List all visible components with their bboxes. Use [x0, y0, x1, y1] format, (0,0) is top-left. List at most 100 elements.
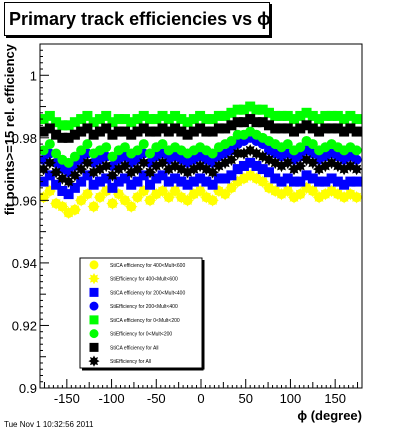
data-point [220, 173, 231, 184]
legend-marker [89, 287, 99, 297]
data-point [94, 114, 105, 125]
data-point [314, 114, 325, 125]
y-tick-label: 0.9 [19, 381, 37, 396]
data-point [69, 129, 80, 140]
legend-label: StiCA efficiency for All [110, 345, 159, 351]
data-point [132, 176, 143, 187]
data-point [163, 114, 174, 125]
data-point [57, 120, 68, 131]
legend-marker [89, 315, 99, 325]
data-point [44, 123, 55, 134]
data-point [213, 123, 224, 134]
data-point [314, 176, 325, 187]
legend-marker [88, 273, 100, 285]
data-point [138, 170, 149, 181]
data-point [57, 185, 68, 196]
data-point [51, 117, 62, 128]
data-point [351, 176, 362, 187]
data-point [251, 117, 262, 128]
data-point [350, 162, 362, 176]
data-point [101, 142, 112, 153]
data-point [145, 148, 156, 159]
legend-marker [89, 329, 99, 339]
data-point [213, 110, 224, 121]
data-point [51, 129, 62, 140]
chart-marks [40, 101, 362, 220]
data-point [332, 110, 343, 121]
data-point [126, 129, 137, 140]
data-point [101, 110, 112, 121]
data-point [270, 123, 281, 134]
data-point [107, 182, 118, 193]
data-point [82, 123, 93, 134]
data-point [195, 110, 206, 121]
data-point [63, 120, 74, 131]
data-point [87, 200, 100, 213]
data-point [307, 173, 318, 184]
data-point [213, 173, 224, 184]
data-point [182, 117, 193, 128]
data-point [69, 182, 80, 193]
data-point [125, 200, 138, 213]
data-point [332, 176, 343, 187]
y-tick-label: 0.98 [12, 131, 37, 146]
data-point [301, 120, 312, 131]
data-point [170, 173, 181, 184]
data-point [307, 139, 318, 150]
data-point [351, 126, 362, 137]
data-point [206, 194, 219, 207]
data-point [326, 173, 337, 184]
data-point [44, 110, 55, 121]
data-point [226, 170, 237, 181]
x-tick-label: 150 [324, 391, 346, 406]
data-point [207, 148, 218, 159]
data-point [320, 123, 331, 134]
legend-label: StiCA efficiency for 400<Mult<600 [110, 263, 185, 269]
data-point [276, 123, 287, 134]
data-point [176, 126, 187, 137]
data-point [307, 110, 318, 121]
data-point [107, 151, 118, 162]
data-point [245, 101, 256, 112]
data-point [106, 197, 119, 210]
x-tick-label: -100 [99, 391, 125, 406]
data-point [207, 179, 218, 190]
data-point [107, 117, 118, 128]
data-point [339, 179, 350, 190]
data-point [51, 148, 62, 159]
data-point [188, 126, 199, 137]
y-tick-label: 1 [30, 68, 37, 83]
data-point [145, 179, 156, 190]
legend-marker [89, 301, 99, 311]
data-point [94, 126, 105, 137]
data-point [99, 159, 113, 173]
data-point [113, 114, 124, 125]
data-point [145, 114, 156, 125]
data-point [151, 114, 162, 125]
data-point [82, 139, 93, 150]
data-point [51, 179, 62, 190]
x-tick-label: 0 [197, 391, 204, 406]
data-point [170, 110, 181, 121]
data-point [295, 110, 306, 121]
data-point [137, 156, 150, 170]
series-6 [40, 114, 362, 143]
data-point [351, 145, 362, 156]
data-point [251, 160, 262, 171]
data-point [263, 167, 274, 178]
data-point [88, 117, 99, 128]
data-point [88, 179, 99, 190]
data-point [201, 126, 212, 137]
data-point [82, 170, 93, 181]
series-1 [40, 169, 362, 220]
data-point [94, 176, 105, 187]
data-point [350, 191, 362, 204]
data-point [76, 114, 87, 125]
data-point [44, 139, 55, 150]
data-point [81, 156, 94, 170]
data-point [238, 160, 249, 171]
data-point [232, 104, 243, 115]
data-point [176, 114, 187, 125]
y-axis-title: fit points>=15 rel. efficiency [2, 43, 17, 215]
data-point [113, 176, 124, 187]
